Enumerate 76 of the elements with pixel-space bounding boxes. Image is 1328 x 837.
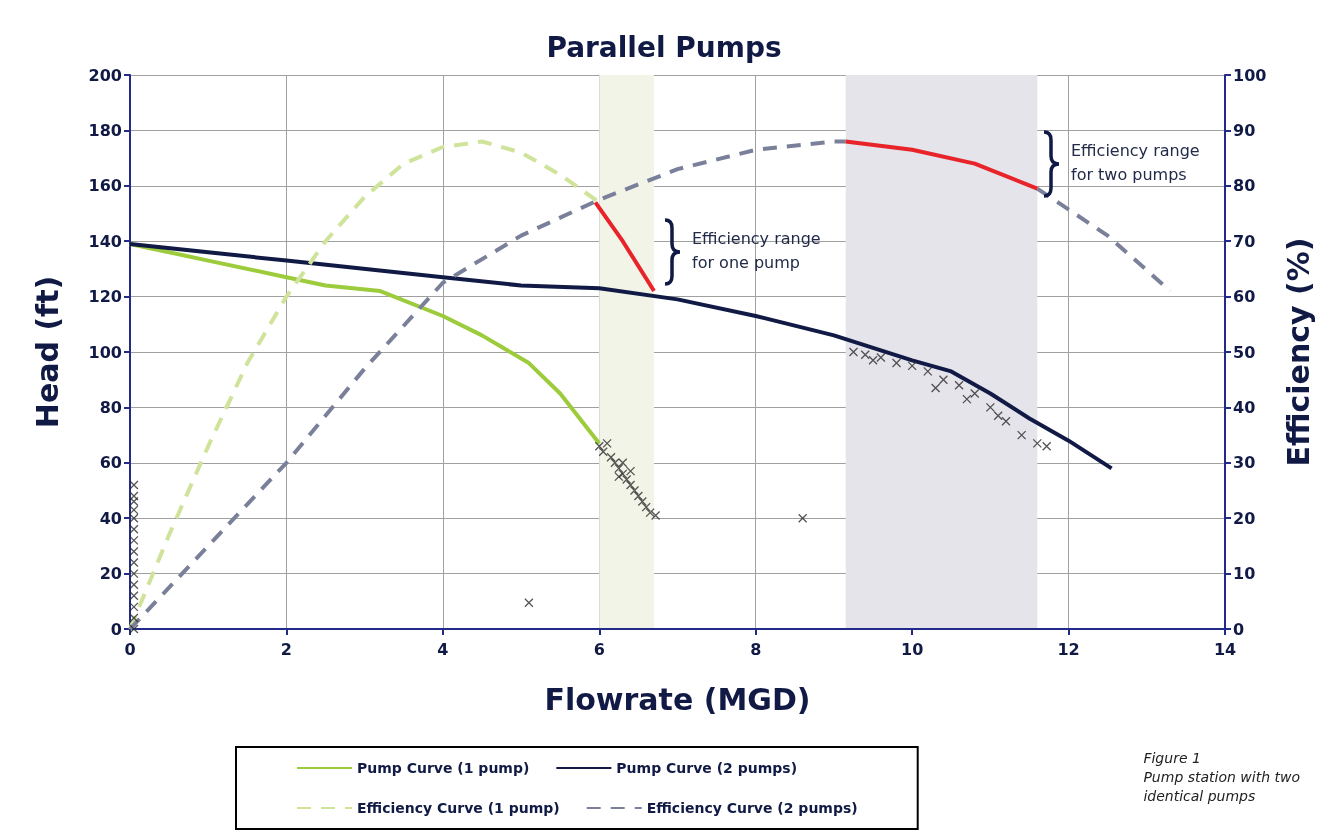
point [1001, 416, 1011, 426]
x-tick-label: 14 [1213, 639, 1237, 659]
chart-title: Parallel Pumps [546, 30, 782, 64]
y2-axis-title: Efficiency (%) [1280, 237, 1316, 467]
point [891, 358, 902, 368]
point [907, 361, 917, 371]
point [633, 491, 644, 501]
y2-tick-label: 30 [1233, 453, 1256, 473]
point [650, 510, 661, 521]
y-tick-label: 180 [88, 120, 122, 140]
x-tick-label: 0 [124, 639, 136, 659]
y-tick-label: 140 [88, 231, 122, 251]
point [797, 513, 808, 523]
point [954, 380, 964, 390]
legend-label: Pump Curve (2 pumps) [616, 760, 798, 776]
legend-label: Pump Curve (1 pump) [357, 760, 530, 776]
legend-label: Efficiency Curve (2 pumps) [646, 800, 858, 816]
y2-tick-label: 40 [1233, 397, 1256, 417]
y-tick-label: 0 [110, 619, 122, 639]
point [625, 466, 636, 476]
caption: Figure 1 Pump station with two identical pumps [1143, 749, 1300, 804]
x-tick-label: 6 [593, 639, 605, 659]
point [962, 394, 972, 404]
point [848, 347, 859, 357]
y-tick-label: 160 [88, 176, 122, 196]
y-tick-label: 100 [88, 342, 122, 362]
point [606, 452, 616, 462]
y2-tick-label: 90 [1233, 120, 1256, 140]
y-tick-label: 80 [99, 397, 122, 417]
point [860, 350, 870, 360]
point [970, 388, 980, 399]
x-tick-label: 10 [901, 639, 924, 659]
point [1032, 438, 1042, 449]
point [610, 458, 620, 468]
point [524, 598, 534, 608]
y2-tick-label: 20 [1233, 508, 1256, 528]
point [930, 383, 941, 393]
point [868, 355, 878, 365]
point [641, 502, 651, 512]
annotation: Efficiency range for two pumps [1071, 140, 1200, 184]
y-tick-label: 60 [99, 453, 122, 473]
point [637, 496, 647, 507]
point [645, 508, 655, 518]
point [625, 480, 636, 490]
point [876, 352, 886, 363]
point [993, 411, 1003, 421]
point [938, 375, 949, 385]
y-axis-title: Head (ft) [29, 275, 65, 429]
y2-tick-label: 70 [1233, 231, 1256, 251]
y-tick-label: 120 [88, 287, 122, 307]
y-tick-label: 20 [99, 564, 122, 584]
y2-tick-label: 100 [1233, 65, 1267, 85]
x-tick-label: 12 [1057, 639, 1080, 659]
legend-label: Efficiency Curve (1 pump) [357, 800, 560, 816]
y-tick-label: 40 [99, 508, 122, 528]
point [629, 485, 640, 496]
point [923, 366, 933, 377]
point [1042, 441, 1052, 451]
y-tick-label: 200 [88, 65, 122, 85]
y2-tick-label: 50 [1233, 342, 1256, 362]
x-tick-label: 4 [437, 639, 449, 659]
y2-tick-label: 0 [1233, 619, 1245, 639]
line-series [843, 139, 1040, 191]
point [985, 402, 996, 413]
y2-tick-label: 10 [1233, 564, 1256, 584]
y2-tick-label: 80 [1233, 176, 1256, 196]
x-axis-title: Flowrate (MGD) [544, 681, 811, 717]
point [622, 474, 632, 485]
y2-tick-label: 60 [1233, 287, 1256, 307]
point [602, 438, 612, 449]
point [594, 441, 604, 451]
x-tick-label: 2 [280, 639, 292, 659]
annotation: Efficiency range for one pump [692, 228, 821, 272]
point [1016, 430, 1027, 440]
point [598, 447, 608, 457]
x-tick-label: 8 [750, 639, 762, 659]
